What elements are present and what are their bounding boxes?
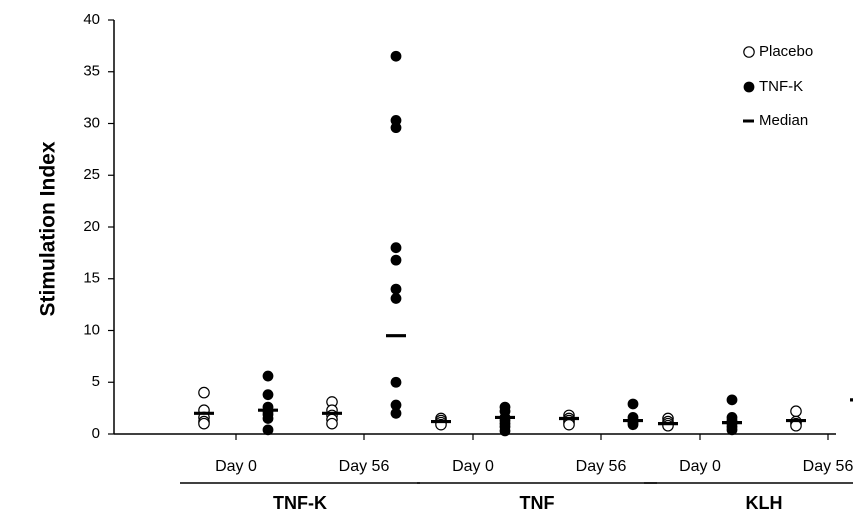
tnf-k-point: [262, 389, 274, 401]
day-label: Day 0: [452, 458, 494, 475]
placebo-point: [790, 405, 802, 418]
group-label: KLH: [746, 493, 783, 513]
day-label: Day 0: [679, 458, 721, 475]
day-label: Day 56: [339, 458, 390, 475]
legend-label: Median: [759, 112, 808, 129]
day-label: Day 56: [803, 458, 853, 475]
y-tick-label: 25: [83, 166, 100, 183]
tnf-k-point: [390, 283, 402, 295]
tnf-k-point: [390, 407, 402, 419]
legend-label: TNF-K: [759, 78, 803, 95]
y-tick-label: 5: [92, 373, 100, 390]
legend-label: Placebo: [759, 43, 813, 60]
placebo-point: [326, 417, 338, 430]
tnf-k-point: [390, 122, 402, 134]
tnf-k-point: [726, 424, 738, 436]
y-tick-label: 35: [83, 63, 100, 80]
y-tick-label: 30: [83, 114, 100, 131]
group-label: TNF-K: [273, 493, 327, 513]
y-tick-label: 10: [83, 321, 100, 338]
tnf-k-point: [390, 242, 402, 254]
tnf-k-point: [390, 50, 402, 62]
y-tick-label: 20: [83, 218, 100, 235]
legend: Placebo TNF-K Median: [743, 43, 813, 129]
placebo-point: [198, 417, 210, 430]
placebo-point: [198, 386, 210, 399]
tnf-k-point: [390, 399, 402, 411]
legend-tnf-k-marker: [743, 81, 755, 93]
tnf-k-point: [627, 398, 639, 410]
group-label: TNF: [520, 493, 555, 513]
y-tick-label: 40: [83, 11, 100, 28]
tnf-k-point: [726, 394, 738, 406]
tnf-k-point: [262, 370, 274, 382]
y-axis-title: Stimulation Index: [37, 141, 60, 316]
data-markers: [194, 50, 853, 437]
tnf-k-point: [499, 425, 511, 437]
legend-placebo-marker: [743, 46, 755, 58]
placebo-point: [563, 418, 575, 431]
y-ticks: 0 5 10 15 20 25 30 35 40: [83, 11, 114, 442]
tnf-k-point: [390, 293, 402, 304]
tnf-k-point: [262, 424, 274, 436]
y-tick-label: 15: [83, 270, 100, 287]
x-labels: Day 0 Day 56 TNF-K Day 0 Day 56 TNF Day 0 Day 5…: [180, 434, 853, 513]
tnf-k-point: [390, 254, 402, 266]
tnf-k-point: [390, 376, 402, 388]
tnf-k-point: [262, 413, 274, 424]
day-label: Day 0: [215, 458, 257, 475]
day-label: Day 56: [576, 458, 627, 475]
y-tick-label: 0: [92, 425, 100, 442]
